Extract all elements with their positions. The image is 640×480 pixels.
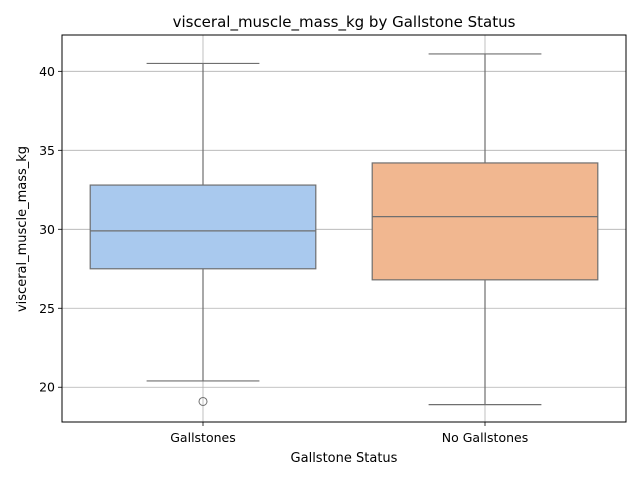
box-group-gallstones: [89, 62, 317, 406]
plot-frame: [61, 34, 627, 423]
box-layer: [89, 53, 599, 406]
y-axis-label: visceral_muscle_mass_kg: [15, 146, 30, 312]
y-tick-label: 25: [39, 301, 55, 316]
y-tick-label: 30: [39, 222, 55, 237]
x-tick-label: Gallstones: [170, 430, 235, 445]
iqr-box: [371, 162, 599, 281]
y-tick-label: 40: [39, 64, 55, 79]
y-tick-label: 35: [39, 143, 55, 158]
outlier-point: [198, 396, 208, 406]
iqr-box: [89, 184, 317, 270]
x-tick-label: No Gallstones: [442, 430, 528, 445]
x-axis-label: Gallstone Status: [291, 451, 398, 466]
y-tick-label: 20: [39, 380, 55, 395]
tick-layer: 20 25 30 35 40 Gallstones No Gallstones: [39, 64, 528, 445]
chart-title: visceral_muscle_mass_kg by Gallstone Sta…: [173, 13, 516, 32]
box-group-no-gallstones: [371, 53, 599, 406]
